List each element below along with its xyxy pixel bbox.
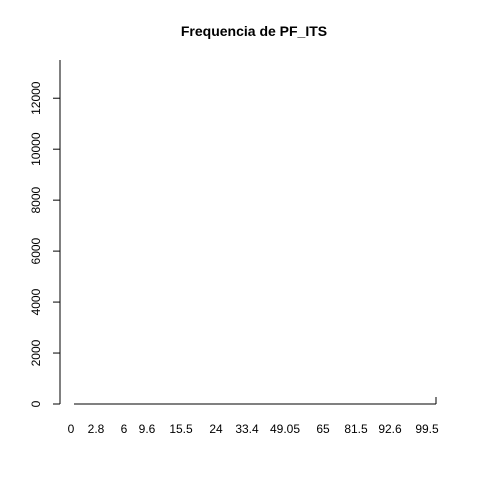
y-tick-label: 0 bbox=[29, 400, 43, 407]
y-tick-label: 8000 bbox=[29, 186, 43, 213]
x-tick-label: 0 bbox=[68, 422, 75, 436]
x-tick-label: 49.05 bbox=[270, 422, 300, 436]
y-tick-label: 10000 bbox=[29, 132, 43, 166]
x-tick-label: 6 bbox=[121, 422, 128, 436]
x-tick-label: 81.5 bbox=[344, 422, 368, 436]
y-tick-label: 2000 bbox=[29, 339, 43, 366]
x-tick-label: 2.8 bbox=[88, 422, 105, 436]
x-tick-label: 9.6 bbox=[139, 422, 156, 436]
x-tick-label: 33.4 bbox=[235, 422, 259, 436]
x-tick-label: 65 bbox=[316, 422, 330, 436]
y-tick-label: 12000 bbox=[29, 81, 43, 115]
x-tick-labels: 0 2.8 6 9.6 15.5 24 33.4 49.05 65 81.5 92.6 99.5 bbox=[68, 422, 439, 436]
chart-title: Frequencia de PF_ITS bbox=[181, 23, 327, 39]
y-tick-label: 4000 bbox=[29, 288, 43, 315]
x-tick-label: 99.5 bbox=[415, 422, 439, 436]
y-ticks: 0 2000 4000 6000 8000 10000 12000 bbox=[29, 81, 60, 407]
y-tick-label: 6000 bbox=[29, 237, 43, 264]
x-tick-label: 92.6 bbox=[378, 422, 402, 436]
x-tick-label: 15.5 bbox=[169, 422, 193, 436]
x-tick-label: 24 bbox=[209, 422, 223, 436]
